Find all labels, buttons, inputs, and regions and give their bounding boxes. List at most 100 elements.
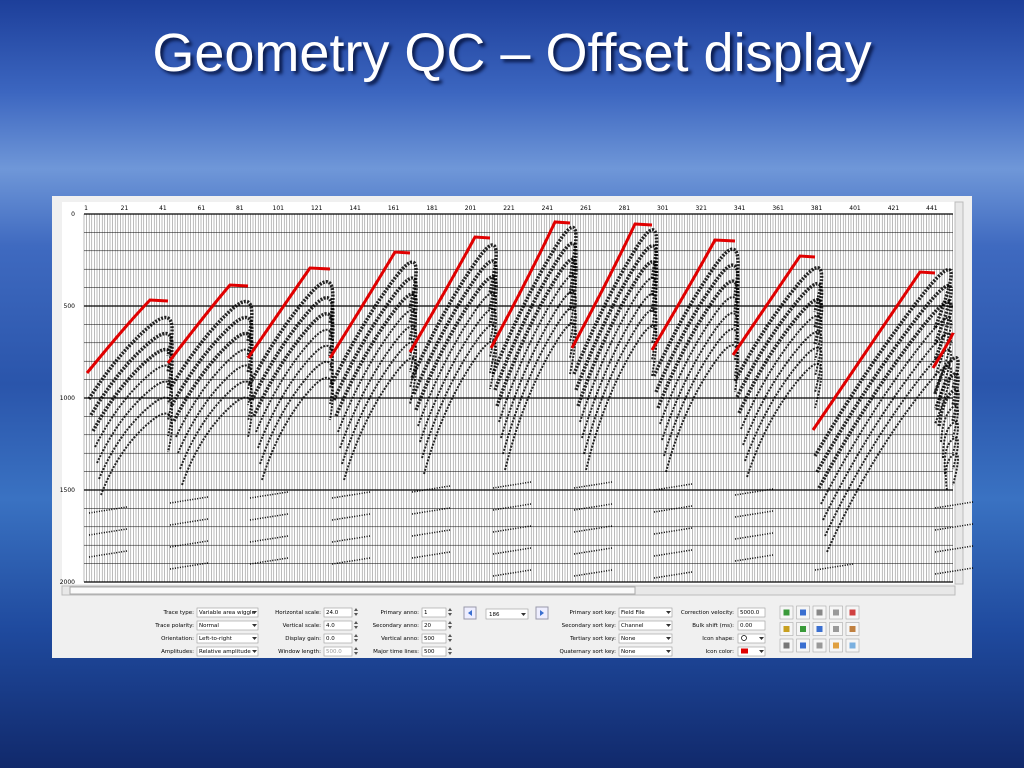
trace-label: 261 (580, 205, 592, 212)
spin-arrows[interactable] (448, 621, 452, 629)
input-field[interactable] (421, 620, 447, 631)
gather-select[interactable] (485, 608, 529, 620)
reflection-band (933, 356, 960, 395)
first-break-curve (246, 266, 331, 359)
spin-arrows[interactable] (448, 608, 452, 616)
reflection-band (572, 228, 659, 375)
scroll-thumb[interactable] (69, 586, 636, 595)
tool-icon (783, 642, 790, 649)
reflection-band (252, 312, 335, 417)
input-field[interactable] (196, 633, 259, 644)
dropdown-arrow[interactable] (666, 637, 671, 640)
reflection-band (87, 315, 174, 400)
first-break-curve (650, 238, 736, 351)
reflection-band (663, 328, 740, 457)
control-panel: Trace type: Variable area wiggle Trace pol… (154, 605, 860, 657)
trace-label: 241 (542, 205, 554, 212)
reflection-band (940, 404, 959, 443)
reflection-band (735, 282, 824, 398)
icon-picker[interactable] (737, 646, 766, 657)
reflection-band (337, 309, 418, 433)
tool-icon (800, 626, 806, 632)
first-break-curve (85, 298, 169, 374)
dropdown-arrow[interactable] (759, 637, 764, 640)
trace-label: 341 (734, 205, 746, 212)
input-field[interactable] (618, 646, 673, 657)
icon-picker[interactable] (737, 633, 766, 644)
reflection-band (334, 292, 418, 417)
input-field[interactable] (323, 620, 353, 631)
reflection-band (261, 376, 334, 481)
reflection-band (661, 312, 740, 441)
seismic-traces: 1 21 41 61 81 101 121 141 161 181 201 221 241 261 281 3… (60, 205, 974, 586)
reflection-band (495, 257, 578, 407)
v-scrollbar[interactable] (954, 201, 964, 585)
input-field[interactable] (421, 633, 447, 644)
time-label: 2000 (60, 579, 75, 586)
trace-label: 61 (198, 205, 206, 212)
dropdown-arrow[interactable] (759, 650, 764, 653)
first-break-curve (408, 235, 491, 353)
dropdown-arrow[interactable] (252, 650, 257, 653)
reflection-band (491, 225, 578, 375)
reflection-band (574, 244, 659, 391)
control-label: Amplitudes: (161, 649, 194, 655)
input-field[interactable] (618, 633, 673, 644)
reflection-band (820, 316, 953, 505)
tool-icon (833, 626, 839, 632)
tool-icon (783, 609, 790, 616)
time-label: 0 (71, 211, 75, 218)
input-field[interactable] (618, 620, 673, 631)
reflection-band (332, 276, 418, 401)
input-value: 20 (424, 623, 431, 629)
input-field[interactable] (618, 607, 673, 618)
control-label: Correction velocity: (681, 610, 734, 616)
input-field[interactable] (196, 607, 259, 618)
reflection-band (170, 315, 254, 406)
dropdown-arrow[interactable] (252, 611, 257, 614)
first-break-curve (731, 254, 816, 356)
reflection-band (250, 296, 335, 401)
input-value: Left-to-right (199, 636, 233, 642)
spin-arrows[interactable] (354, 647, 358, 655)
input-value: 4.0 (326, 623, 335, 629)
reflection-band (652, 247, 740, 377)
tool-icon (849, 626, 856, 632)
tool-icon (816, 642, 823, 649)
dropdown-arrow[interactable] (252, 624, 257, 627)
input-field[interactable] (196, 620, 259, 631)
reflection-band (343, 357, 418, 481)
trace-label: 161 (388, 205, 400, 212)
spin-arrows[interactable] (354, 608, 358, 616)
spin-arrows[interactable] (354, 621, 358, 629)
input-field[interactable] (421, 607, 447, 618)
dropdown-arrow[interactable] (666, 624, 671, 627)
first-break-curve (328, 250, 411, 359)
input-field[interactable] (323, 633, 353, 644)
first-break-curve (166, 283, 249, 364)
tool-icon (833, 609, 839, 616)
input-field[interactable] (323, 646, 353, 657)
input-field[interactable] (737, 620, 766, 631)
spin-arrows[interactable] (448, 634, 452, 642)
reflection-band (341, 341, 418, 465)
tool-icon (783, 626, 790, 632)
spin-arrows[interactable] (448, 647, 452, 655)
input-field[interactable] (421, 646, 447, 657)
reflection-band (813, 267, 953, 457)
dropdown-arrow[interactable] (666, 650, 671, 653)
reflection-band (943, 436, 959, 475)
input-field[interactable] (323, 607, 353, 618)
input-value: Channel (621, 623, 644, 629)
slide-title: Geometry QC – Offset display (152, 23, 872, 83)
control-label: Primary anno: (380, 610, 419, 616)
spin-arrows[interactable] (354, 634, 358, 642)
control-label: Secondary sort key: (562, 623, 616, 629)
input-field[interactable] (737, 607, 766, 618)
control-label: Major time lines: (373, 649, 419, 655)
dropdown-arrow[interactable] (252, 637, 257, 640)
trace-label: 1 (84, 205, 88, 212)
dropdown-arrow[interactable] (666, 611, 671, 614)
input-field[interactable] (196, 646, 259, 657)
